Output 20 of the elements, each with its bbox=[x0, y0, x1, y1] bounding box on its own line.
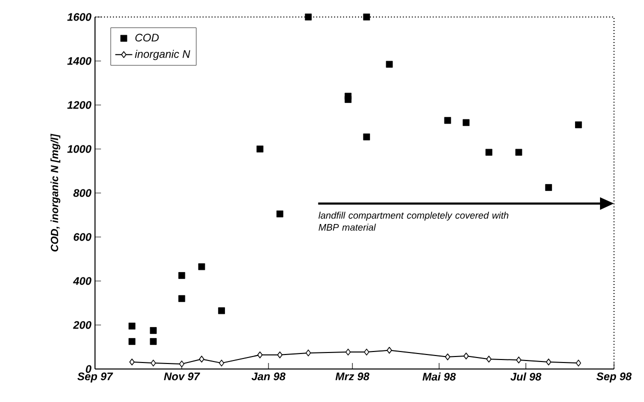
y-tick-label: 1600 bbox=[67, 13, 92, 21]
x-tick-label: Mai 98 bbox=[422, 372, 456, 381]
y-tick-label: 600 bbox=[74, 233, 92, 241]
y-tick-label: 200 bbox=[73, 321, 92, 329]
x-tick-label: Sep 98 bbox=[596, 372, 632, 382]
y-tick-label: 1000 bbox=[67, 145, 92, 153]
x-tick-label: Nov 97 bbox=[164, 372, 200, 380]
y-axis-title: COD, inorganic N [mg/l] bbox=[50, 134, 60, 252]
x-tick-label: Mrz 98 bbox=[336, 372, 370, 380]
y-tick-label: 400 bbox=[73, 277, 92, 285]
x-tick-label: Jul 98 bbox=[510, 372, 542, 381]
y-tick-label: 1400 bbox=[67, 57, 92, 65]
y-tick-label: 0 bbox=[86, 365, 92, 373]
legend-label: inorganic N bbox=[134, 50, 190, 60]
x-tick-label: Sep 97 bbox=[77, 372, 114, 382]
y-tick-label: 1200 bbox=[67, 101, 92, 109]
x-tick-label: Jan 98 bbox=[252, 372, 286, 380]
annotation: landfill compartment completely covered with MBP material bbox=[318, 212, 508, 231]
y-tick-label: 800 bbox=[73, 189, 92, 197]
legend-label: COD bbox=[135, 34, 159, 42]
